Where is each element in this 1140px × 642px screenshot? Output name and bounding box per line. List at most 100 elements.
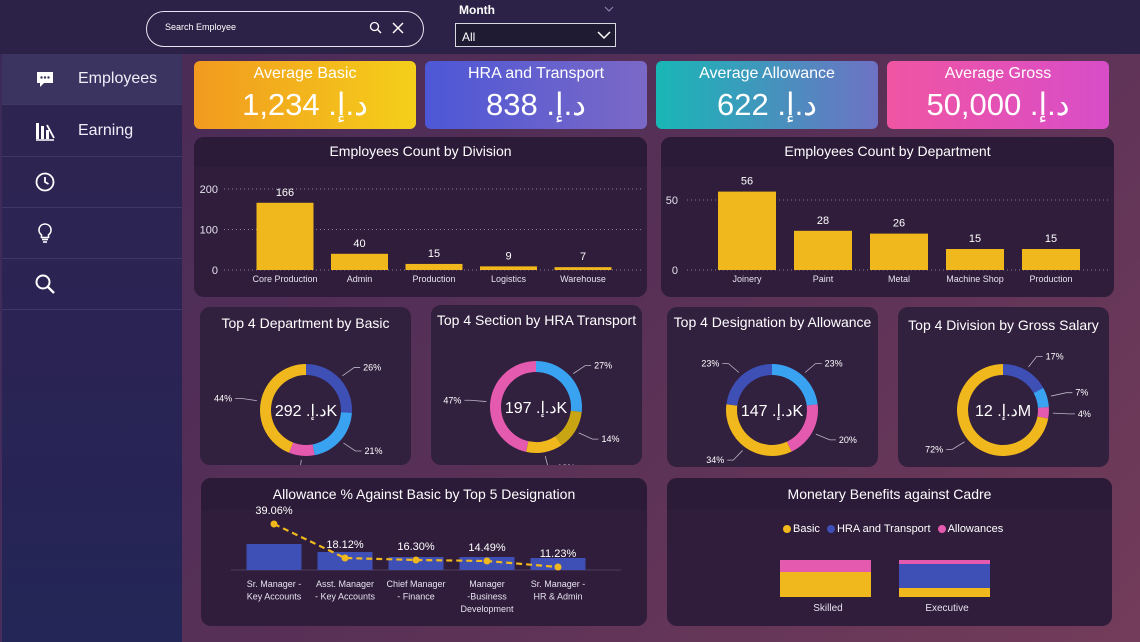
month-dropdown[interactable]: All xyxy=(455,23,616,47)
slice-label: 44% xyxy=(214,393,232,403)
bar-segment xyxy=(899,564,990,588)
donut-slice xyxy=(1037,407,1049,419)
category-label: -Business xyxy=(467,592,507,602)
sidebar-item-insights[interactable] xyxy=(2,208,182,259)
sidebar-item-earning[interactable]: Earning xyxy=(2,106,182,157)
slice-label: 27% xyxy=(594,361,612,371)
kpi-value: د.إ. 50,000 xyxy=(926,87,1070,122)
bar-chart-icon xyxy=(36,123,55,141)
slice-label: 17% xyxy=(1046,352,1064,362)
data-label: 14.49% xyxy=(468,542,506,554)
clock-icon xyxy=(35,172,55,192)
data-label: 9 xyxy=(505,250,511,262)
chart-title: Monetary Benefits against Cadre xyxy=(787,486,992,502)
donut-slice xyxy=(306,364,352,413)
month-filter-label: Month xyxy=(459,3,495,17)
category-label: Development xyxy=(460,604,514,614)
category-label: Admin xyxy=(347,274,373,284)
category-label: Asst. Manager xyxy=(316,579,374,589)
slice-label: 21% xyxy=(365,446,383,456)
kpi-title: Average Allowance xyxy=(699,65,835,82)
donut-slice xyxy=(289,442,315,456)
kpi-title: Average Gross xyxy=(944,65,1052,82)
donut-center-value: د.إ. 147K xyxy=(741,403,804,420)
bar-segment xyxy=(780,560,871,572)
bar xyxy=(246,544,302,570)
search-icon[interactable] xyxy=(369,21,383,35)
monetary-legend: Basic HRA and Transport Allowances xyxy=(783,523,1003,535)
donut-slice xyxy=(726,364,772,406)
slice-label: 13% xyxy=(557,463,575,465)
y-tick-label: 0 xyxy=(672,265,678,277)
category-label: Production xyxy=(1029,274,1072,284)
category-label: Logistics xyxy=(491,274,527,284)
bar xyxy=(1022,249,1080,270)
kpi-title: Average Basic xyxy=(253,65,357,82)
leader-line xyxy=(1052,412,1075,415)
bar xyxy=(256,202,314,270)
slice-label: 23% xyxy=(701,358,719,368)
donut-slice xyxy=(526,436,562,453)
data-label: 15 xyxy=(428,248,440,260)
lightbulb-icon xyxy=(38,223,52,243)
kpi-average-gross: Average Gross د.إ. 50,000 xyxy=(887,61,1109,129)
monetary-benefits-card: Monetary Benefits against Cadre Skilled E… xyxy=(667,478,1112,626)
search-input[interactable] xyxy=(163,21,357,33)
category-label: Warehouse xyxy=(560,274,606,284)
category-label: Joinery xyxy=(732,274,762,284)
allowance-donut-chart: 23% 20% 34% 23% د.إ. 147K xyxy=(701,358,857,465)
leader-line xyxy=(578,432,599,440)
sidebar-item-history[interactable] xyxy=(2,157,182,208)
kpi-title: HRA and Transport xyxy=(467,65,605,82)
bar xyxy=(331,253,388,270)
donut-slice xyxy=(536,361,582,412)
line-point xyxy=(341,554,349,562)
category-label: Metal xyxy=(888,274,910,284)
legend-label: Basic xyxy=(793,523,820,535)
bar xyxy=(405,263,463,270)
leader-line xyxy=(342,367,361,377)
basic-donut-card: Top 4 Department by Basic 26%21%9%44%د.إ… xyxy=(200,307,411,465)
category-label: Executive xyxy=(925,603,969,614)
donut-slice xyxy=(786,404,818,452)
leader-line xyxy=(1028,356,1043,368)
category-label: Production xyxy=(412,274,455,284)
chevron-down-icon[interactable] xyxy=(604,5,614,13)
donut-center-value: د.إ. 292K xyxy=(275,403,338,420)
category-label: Sr. Manager - xyxy=(531,579,586,589)
leader-line xyxy=(573,365,592,374)
slice-label: 47% xyxy=(443,395,461,405)
y-tick-label: 0 xyxy=(212,265,218,277)
sidebar xyxy=(2,54,182,642)
sidebar-item-label: Employees xyxy=(78,70,158,87)
category-label: - Finance xyxy=(397,592,435,602)
bar-segment xyxy=(899,560,990,564)
search-box xyxy=(146,11,424,47)
category-label: Chief Manager xyxy=(386,579,445,589)
division-bar-chart: 0 100 200 166 Core Production 40 Admin 15 Produc… xyxy=(200,184,642,284)
chart-title: Top 4 Section by HRA Transport xyxy=(436,312,637,328)
chart-title: Top 4 Division by Gross Salary xyxy=(908,317,1099,333)
donut-slice xyxy=(260,364,306,453)
search-icon xyxy=(35,274,55,294)
chart-title: Employees Count by Department xyxy=(784,143,991,159)
leader-line xyxy=(946,441,965,450)
sidebar-item-search[interactable] xyxy=(2,259,182,310)
chevron-down-icon xyxy=(597,31,611,40)
allowance-pct-combo-chart: Sr. Manager - Key Accounts Asst. Manager - … xyxy=(231,505,621,614)
sidebar-item-employees[interactable]: Employees xyxy=(2,54,182,105)
clear-icon[interactable] xyxy=(391,21,405,35)
donut-slice xyxy=(312,412,352,456)
bar xyxy=(480,266,537,270)
data-label: 15 xyxy=(969,233,981,245)
chart-title: Top 4 Designation by Allowance xyxy=(673,314,872,330)
monetary-stacked-chart: Skilled Executive xyxy=(780,560,990,614)
leader-line xyxy=(544,456,548,465)
allowance-donut-card: Top 4 Designation by Allowance 23% 20% 34%… xyxy=(667,307,878,467)
leader-line xyxy=(804,363,822,373)
gross-donut-card: Top 4 Division by Gross Salary 17% 7% 4% 72… xyxy=(898,307,1109,467)
donut-slice xyxy=(1003,364,1044,394)
y-tick-label: 200 xyxy=(200,184,218,196)
bar xyxy=(794,230,852,270)
chat-icon xyxy=(37,72,53,87)
